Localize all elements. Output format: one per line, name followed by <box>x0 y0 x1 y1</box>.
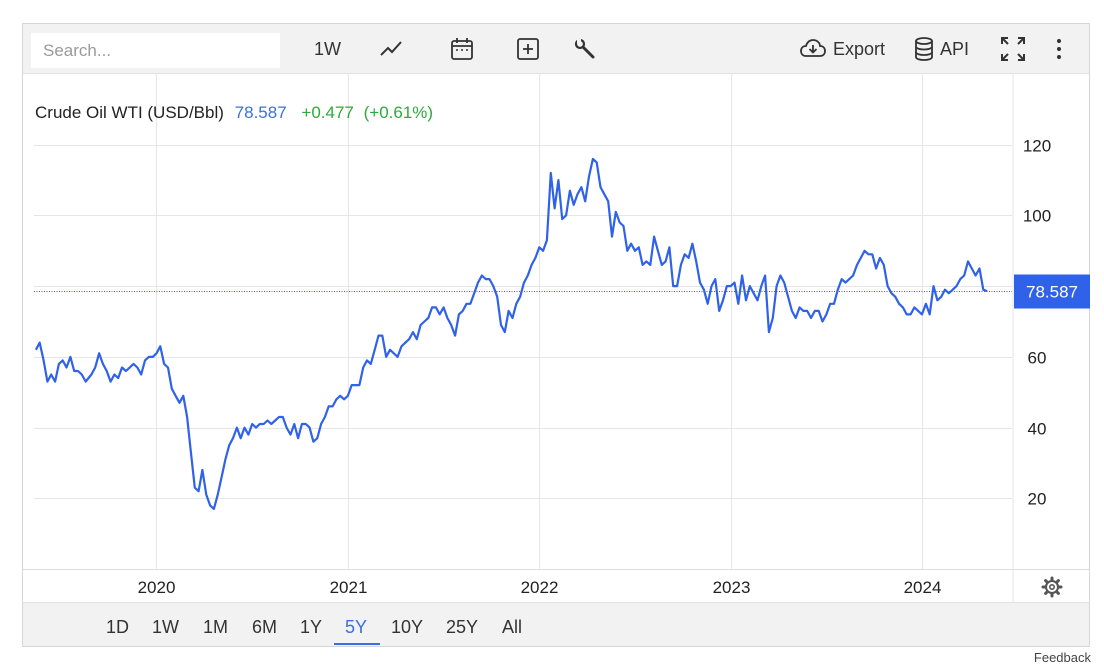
last-price-label: 78.587 <box>1026 283 1078 302</box>
x-tick-label: 2020 <box>138 578 176 597</box>
fullscreen-icon <box>1001 37 1025 61</box>
range-1y[interactable]: 1Y <box>300 617 323 637</box>
kebab-menu-icon <box>1057 39 1061 59</box>
interval-label: 1W <box>314 38 341 59</box>
price-line <box>34 157 988 510</box>
range-6m[interactable]: 6M <box>252 617 278 637</box>
instrument-name: Crude Oil WTI (USD/Bbl) <box>35 103 224 122</box>
x-tick-label: 2024 <box>904 578 942 597</box>
range-1d[interactable]: 1D <box>106 617 130 637</box>
y-tick-label: 120 <box>1023 137 1051 156</box>
x-tick-label: 2023 <box>713 578 751 597</box>
last-price: 78.587 <box>235 103 287 122</box>
toolbar: 1W <box>23 24 1089 74</box>
y-tick-label: 40 <box>1028 420 1047 439</box>
fullscreen-button[interactable] <box>1000 35 1026 63</box>
compare-button[interactable] <box>516 35 540 63</box>
range-25y[interactable]: 25Y <box>446 617 479 637</box>
feedback-link[interactable]: Feedback <box>1033 650 1091 665</box>
range-bar: 1D 1W 1M 6M 1Y 5Y 10Y 25Y All <box>23 602 1089 646</box>
wrench-icon <box>574 38 595 59</box>
database-icon <box>915 37 933 61</box>
chart-type-button[interactable] <box>379 35 405 63</box>
export-button[interactable]: Export <box>799 35 885 63</box>
interval-button[interactable]: 1W <box>314 35 341 63</box>
last-price-badge <box>1014 274 1090 309</box>
api-label: API <box>940 38 970 59</box>
x-tick-label: 2022 <box>521 578 559 597</box>
calendar-icon <box>451 38 473 60</box>
range-1m[interactable]: 1M <box>203 617 229 637</box>
price-change: +0.477 <box>301 103 353 122</box>
date-range-button[interactable] <box>450 35 474 63</box>
range-1w[interactable]: 1W <box>152 617 179 637</box>
range-5y[interactable]: 5Y <box>345 617 368 637</box>
y-tick-label: 20 <box>1028 490 1047 509</box>
tools-button[interactable] <box>573 35 597 63</box>
chart-widget: 1W <box>22 23 1090 647</box>
settings-button[interactable] <box>1041 576 1063 598</box>
search-input[interactable] <box>31 33 280 68</box>
range-10y[interactable]: 10Y <box>391 617 424 637</box>
cloud-download-icon <box>800 39 826 57</box>
y-tick-label: 100 <box>1023 207 1051 226</box>
x-tick-label: 2021 <box>330 578 368 597</box>
grid <box>34 74 1012 569</box>
y-tick-label: 60 <box>1028 349 1047 368</box>
plus-square-icon <box>517 38 539 60</box>
api-button[interactable]: API <box>914 35 969 63</box>
active-range-indicator <box>334 643 380 645</box>
range-all[interactable]: All <box>502 617 523 637</box>
price-change-pct: (+0.61%) <box>364 103 433 122</box>
more-menu-button[interactable] <box>1052 35 1066 63</box>
chart-header: Crude Oil WTI (USD/Bbl) 78.587 +0.477 (+… <box>35 103 433 122</box>
export-label: Export <box>833 38 886 59</box>
line-chart-icon <box>380 41 402 56</box>
series: 78.587 <box>34 157 1090 510</box>
axes: 20 40 60 100 120 2020 2021 2022 2023 2024 <box>23 74 1089 602</box>
